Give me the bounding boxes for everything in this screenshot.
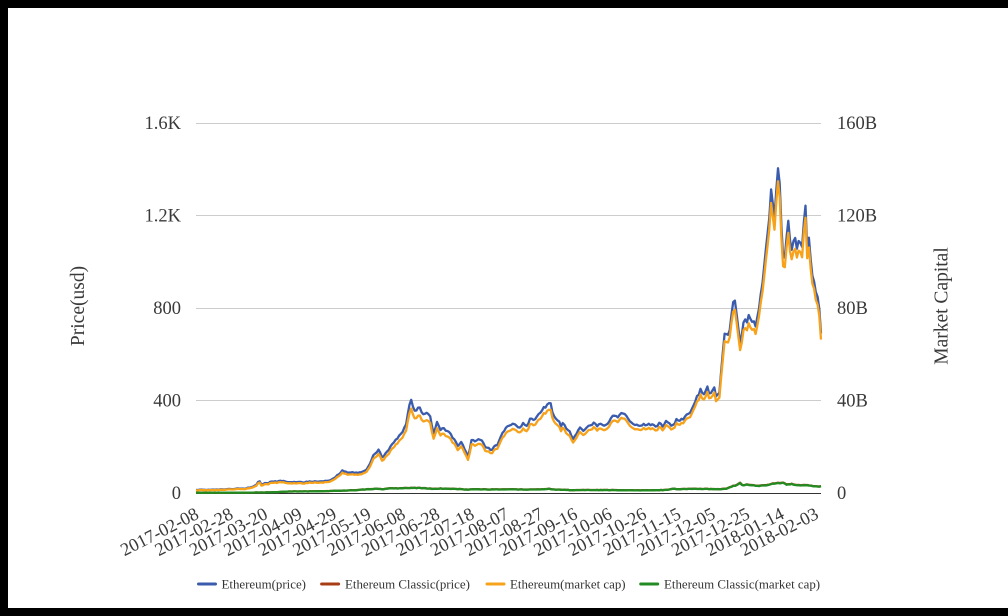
svg-text:80B: 80B — [837, 299, 868, 319]
svg-text:Market Capital: Market Capital — [932, 247, 953, 365]
svg-text:0: 0 — [172, 484, 181, 504]
svg-text:120B: 120B — [837, 207, 877, 227]
svg-text:Ethereum(price): Ethereum(price) — [222, 578, 306, 592]
svg-text:1.2K: 1.2K — [145, 207, 182, 227]
svg-text:160B: 160B — [837, 114, 877, 134]
svg-text:1.6K: 1.6K — [145, 114, 182, 134]
svg-text:Ethereum Classic(market cap): Ethereum Classic(market cap) — [664, 578, 820, 592]
svg-text:Ethereum Classic(price): Ethereum Classic(price) — [345, 578, 470, 592]
svg-text:0: 0 — [837, 484, 846, 504]
svg-text:400: 400 — [153, 392, 181, 412]
svg-text:800: 800 — [153, 299, 181, 319]
svg-text:40B: 40B — [837, 392, 868, 412]
svg-text:Ethereum(market cap): Ethereum(market cap) — [510, 578, 626, 592]
svg-text:Price(usd): Price(usd) — [68, 266, 89, 346]
